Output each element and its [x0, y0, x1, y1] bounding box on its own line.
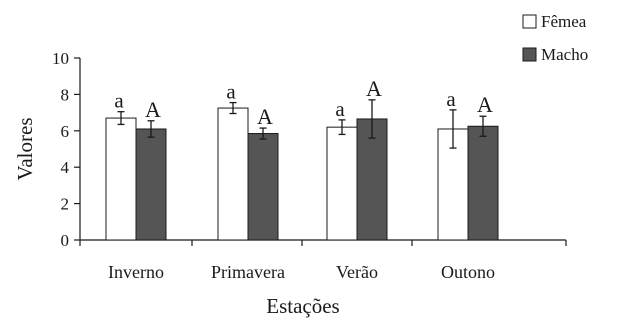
legend-label-femea: Fêmea [541, 12, 587, 31]
bar-macho [468, 126, 498, 240]
bar-femea [327, 127, 357, 240]
y-tick-label: 0 [61, 231, 70, 250]
y-tick-label: 2 [61, 195, 70, 214]
legend-swatch-macho [523, 48, 536, 61]
bar-macho [136, 129, 166, 240]
legend-swatch-femea [523, 15, 536, 28]
y-tick-label: 4 [61, 158, 70, 177]
legend: Fêmea Macho [523, 12, 588, 64]
significance-label: A [477, 92, 493, 117]
significance-label: a [226, 80, 236, 104]
significance-label: A [145, 97, 161, 122]
significance-label: a [335, 97, 345, 121]
x-axis-title: Estações [266, 294, 339, 318]
x-tick-label: Verão [336, 262, 378, 282]
significance-label: a [114, 89, 124, 113]
y-tick-label: 8 [61, 85, 70, 104]
significance-label: a [446, 87, 456, 111]
bar-femea [106, 118, 136, 240]
legend-label-macho: Macho [541, 45, 588, 64]
y-tick-label: 6 [61, 122, 70, 141]
y-axis: 0 2 4 6 8 10 [52, 49, 80, 250]
bars: a aa aA AAA [106, 76, 498, 240]
x-tick-label: Inverno [108, 262, 164, 282]
bar-femea [218, 108, 248, 240]
significance-label: A [257, 104, 273, 129]
bar-macho [248, 134, 278, 240]
x-tick-label: Outono [441, 262, 495, 282]
y-tick-label: 10 [52, 49, 69, 68]
x-axis: Inverno Primavera Verão Outono [80, 240, 566, 282]
x-tick-label: Primavera [211, 262, 285, 282]
significance-label: A [366, 76, 382, 101]
y-axis-title: Valores [13, 118, 37, 181]
